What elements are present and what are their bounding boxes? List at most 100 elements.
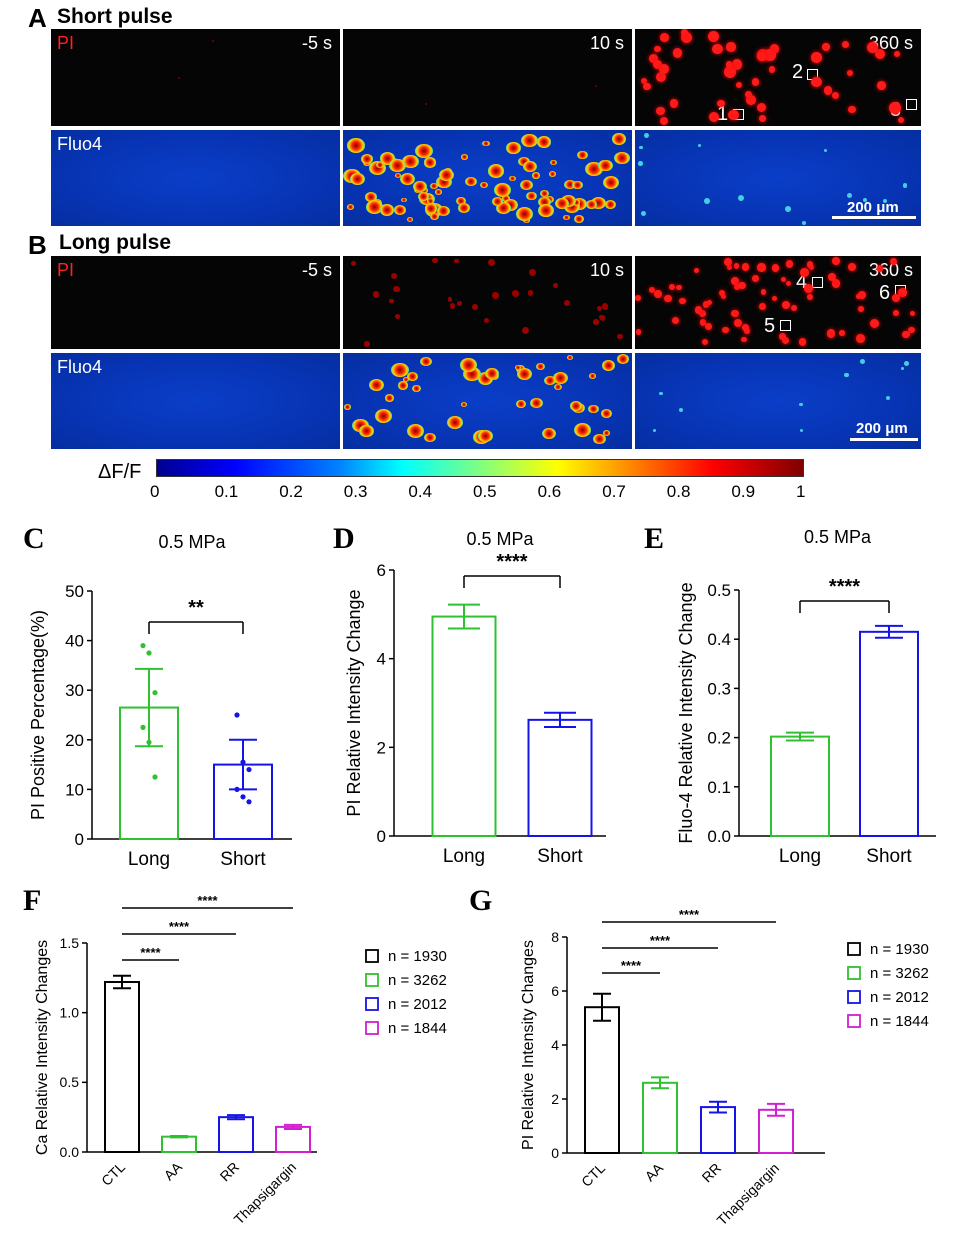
x-tick-label: Long	[443, 846, 485, 867]
calcium-hotspot	[407, 216, 414, 222]
y-tick-label: 30	[65, 681, 84, 700]
calcium-hotspot	[423, 157, 437, 168]
x-tick-label: RR	[216, 1159, 242, 1185]
time-label: -5 s	[301, 33, 332, 53]
cell-spot	[823, 86, 833, 95]
calcium-hotspot	[521, 134, 538, 148]
cell-spot	[669, 284, 676, 291]
calcium-hotspot	[374, 409, 392, 423]
significance-label: ****	[496, 551, 527, 573]
cell-spot	[492, 292, 499, 300]
data-point	[246, 799, 252, 805]
cell-spot	[654, 45, 661, 53]
significance-label: ****	[140, 945, 161, 960]
cell-spot	[733, 283, 740, 290]
calcium-hotspot	[600, 408, 613, 418]
micrograph-b-pi-360s: 360 s 4 5 6	[635, 256, 921, 349]
significance-label: ****	[679, 907, 700, 922]
calcium-hotspot	[465, 177, 477, 187]
calcium-hotspot	[538, 204, 554, 217]
cell-spot	[717, 99, 725, 108]
micrograph-a-pi-10s: 10 s	[343, 29, 632, 126]
calcium-hotspot	[391, 362, 409, 377]
colorbar-tick-label: 0.4	[408, 482, 433, 501]
data-point	[152, 690, 158, 696]
cell-spot	[744, 328, 750, 334]
roi-number: 6	[879, 282, 891, 304]
cell-spot	[798, 338, 807, 346]
cell-spot	[897, 116, 904, 124]
calcium-hotspot	[544, 376, 556, 386]
data-point	[240, 759, 246, 765]
cell-spot	[771, 296, 777, 302]
cell-spot	[758, 303, 766, 311]
roi-number: 2	[792, 61, 804, 83]
legend-label: n = 1844	[870, 1013, 929, 1030]
y-tick-label: 0.5	[60, 1074, 80, 1090]
micrograph-a-fluo-360s: 200 μm	[635, 130, 921, 226]
panel-c-letter: C	[23, 522, 45, 555]
calcium-hotspot	[400, 172, 416, 185]
cell-spot	[457, 301, 463, 306]
cell-spot	[639, 145, 643, 150]
calcium-hotspot	[576, 150, 588, 160]
bar-short	[527, 718, 593, 837]
y-tick-label: 0	[377, 827, 386, 846]
calcium-hotspot	[400, 197, 407, 203]
cell-spot	[725, 61, 732, 68]
cell-spot	[902, 330, 911, 339]
y-axis-label: PI Relative Intensity Change	[344, 589, 364, 816]
calcium-hotspot	[572, 199, 581, 206]
legend-swatch	[365, 973, 379, 987]
cell-spot	[740, 336, 747, 343]
legend-label: n = 1930	[388, 948, 447, 965]
calcium-hotspot	[587, 404, 599, 414]
cell-spot	[643, 132, 650, 139]
y-tick-label: 0	[551, 1145, 559, 1161]
colorbar-tick-label: 0.1	[214, 482, 239, 501]
x-tick-label: Long	[779, 846, 821, 867]
data-point	[146, 650, 152, 656]
calcium-hotspot	[480, 181, 489, 188]
cell-spot	[599, 315, 606, 321]
calcium-hotspot	[614, 151, 630, 165]
cell-spot	[860, 359, 865, 365]
y-tick-label: 0	[75, 830, 84, 849]
scale-bar	[850, 438, 918, 441]
y-axis-label: Ca Relative Intensity Changes	[34, 940, 51, 1155]
calcium-hotspot	[601, 360, 616, 372]
calcium-hotspot	[536, 363, 546, 371]
chart-c-pi-positive-percentage: 0.5 MPa PI Positive Percentage(%) 0 10 20 30 4…	[28, 532, 292, 870]
legend-swatch	[847, 1014, 861, 1028]
calcium-hotspot	[537, 196, 551, 208]
calcium-hotspot	[518, 156, 531, 167]
significance-label: ****	[169, 919, 190, 934]
cell-spot	[640, 77, 648, 85]
cell-spot	[846, 70, 853, 77]
calcium-hotspot	[447, 416, 464, 429]
cell-spot	[658, 391, 663, 396]
micrograph-b-pi-pre: PI -5 s	[51, 256, 340, 349]
chart-title: 0.5 MPa	[804, 527, 872, 547]
cell-spot	[909, 310, 915, 316]
calcium-hotspot	[406, 424, 425, 439]
calcium-hotspot	[430, 183, 438, 190]
cell-spot	[719, 289, 726, 296]
cell-spot	[720, 293, 726, 300]
micrograph-a-pi-360s: 360 s 1 2 3	[635, 29, 921, 126]
calcium-hotspot	[566, 355, 574, 361]
cell-spot	[769, 44, 780, 54]
cell-spot	[697, 144, 701, 148]
calcium-hotspot	[541, 427, 556, 440]
y-tick-label: 2	[551, 1091, 559, 1107]
calcium-hotspot	[616, 354, 629, 364]
cell-spot	[866, 41, 878, 53]
cell-spot	[876, 80, 886, 90]
calcium-hotspot	[384, 394, 394, 402]
cell-spot	[735, 82, 742, 89]
cell-spot	[848, 263, 856, 271]
chart-e-fluo4-relative-intensity: 0.5 MPa Fluo-4 Relative Intensity Change 0…	[676, 527, 936, 867]
calcium-hotspot	[426, 197, 435, 204]
cell-spot	[727, 264, 733, 271]
calcium-hotspot	[379, 204, 394, 216]
